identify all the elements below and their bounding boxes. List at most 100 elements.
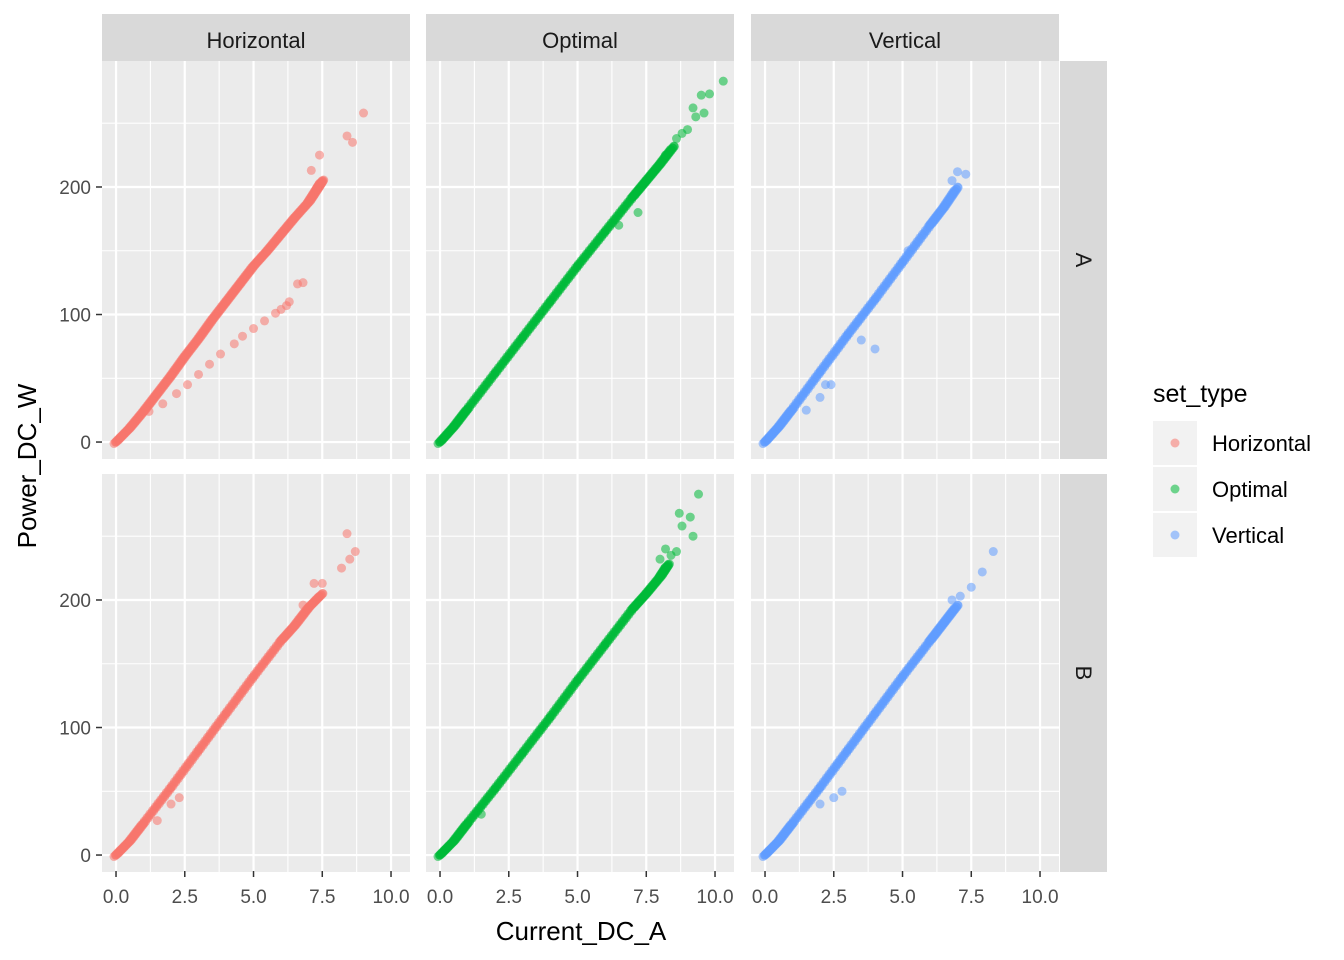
x-tick-label: 7.5 [958,887,984,908]
x-tick-label: 0.0 [103,887,129,908]
data-point [655,159,665,169]
data-point [152,816,162,826]
facet-strip-label: Vertical [869,28,941,53]
data-point [705,89,715,99]
data-point [449,422,459,432]
data-point [870,294,880,304]
data-point [633,207,643,217]
data-point [317,176,327,186]
data-point [666,550,676,560]
data-point [342,131,352,141]
data-point [870,708,880,718]
x-tick-label: 5.0 [889,887,915,908]
x-tick-label: 0.0 [427,887,453,908]
data-point [290,213,300,223]
data-point [348,137,358,147]
panel-horizontal-b [102,474,410,872]
x-tick-label: 0.0 [752,887,778,908]
data-point [628,192,638,202]
x-tick-label: 7.5 [309,887,335,908]
data-point [953,182,963,192]
data-point [290,620,300,630]
data-point [180,352,190,362]
data-point [125,836,135,846]
data-point [688,531,698,541]
x-tick-label: 2.5 [821,887,847,908]
data-point [694,489,704,499]
data-point [317,578,327,588]
x-tick-label: 5.0 [564,887,590,908]
data-point [194,369,204,379]
data-point [306,165,316,175]
panel-vertical-b [751,474,1059,872]
data-point [194,334,204,344]
data-point [312,185,322,195]
facet-strip-row-a [1060,61,1107,459]
data-point [661,544,671,554]
data-point [672,134,682,144]
x-tick-label: 10.0 [373,887,410,908]
y-axis-title: Power_DC_W [12,383,42,548]
data-point [490,784,500,794]
data-point [435,850,445,860]
facet-strip-label: A [1071,253,1096,268]
data-point [172,389,182,399]
data-point [262,246,272,256]
data-point [674,508,684,518]
data-point [449,836,459,846]
data-point [966,582,976,592]
data-point [655,572,665,582]
data-point [760,437,770,447]
facet-strip-label: Horizontal [206,28,305,53]
data-point [815,782,825,792]
data-point [463,818,473,828]
data-point [139,818,149,828]
data-point [125,423,135,433]
data-point [788,818,798,828]
data-point [815,367,825,377]
data-point [774,836,784,846]
data-point [600,227,610,237]
y-tick-label: 100 [59,719,91,740]
data-point [955,591,965,601]
y-tick-label: 100 [59,306,91,327]
data-points [758,167,971,449]
y-tick-label: 0 [80,846,91,867]
data-point [144,406,154,416]
data-point [166,799,176,809]
panel-optimal-b [426,474,734,872]
legend: set_type Horizontal Optimal Vertical [1153,380,1311,557]
data-point [298,278,308,288]
data-point [788,404,798,414]
data-point [760,850,770,860]
data-point [925,636,935,646]
data-point [342,529,352,539]
data-point [843,745,853,755]
data-point [815,799,825,809]
data-point [641,176,651,186]
data-point [249,324,259,334]
data-point [837,786,847,796]
data-point [925,220,935,230]
panel-horizontal-a [102,61,410,459]
data-point [207,315,217,325]
data-point [801,405,811,415]
data-point [304,197,314,207]
data-point [898,672,908,682]
data-point [843,330,853,340]
data-point [152,389,162,399]
data-point [947,595,957,605]
data-point [683,125,693,135]
data-point [688,103,698,113]
y-tick-label: 200 [59,591,91,612]
data-point [463,404,473,414]
data-point [614,220,624,230]
legend-point-icon [1170,530,1180,540]
data-point [183,380,193,390]
panel-optimal-a [426,61,734,459]
data-point [628,604,638,614]
data-point [641,589,651,599]
legend-point-icon [1170,438,1180,448]
data-point [939,202,949,212]
